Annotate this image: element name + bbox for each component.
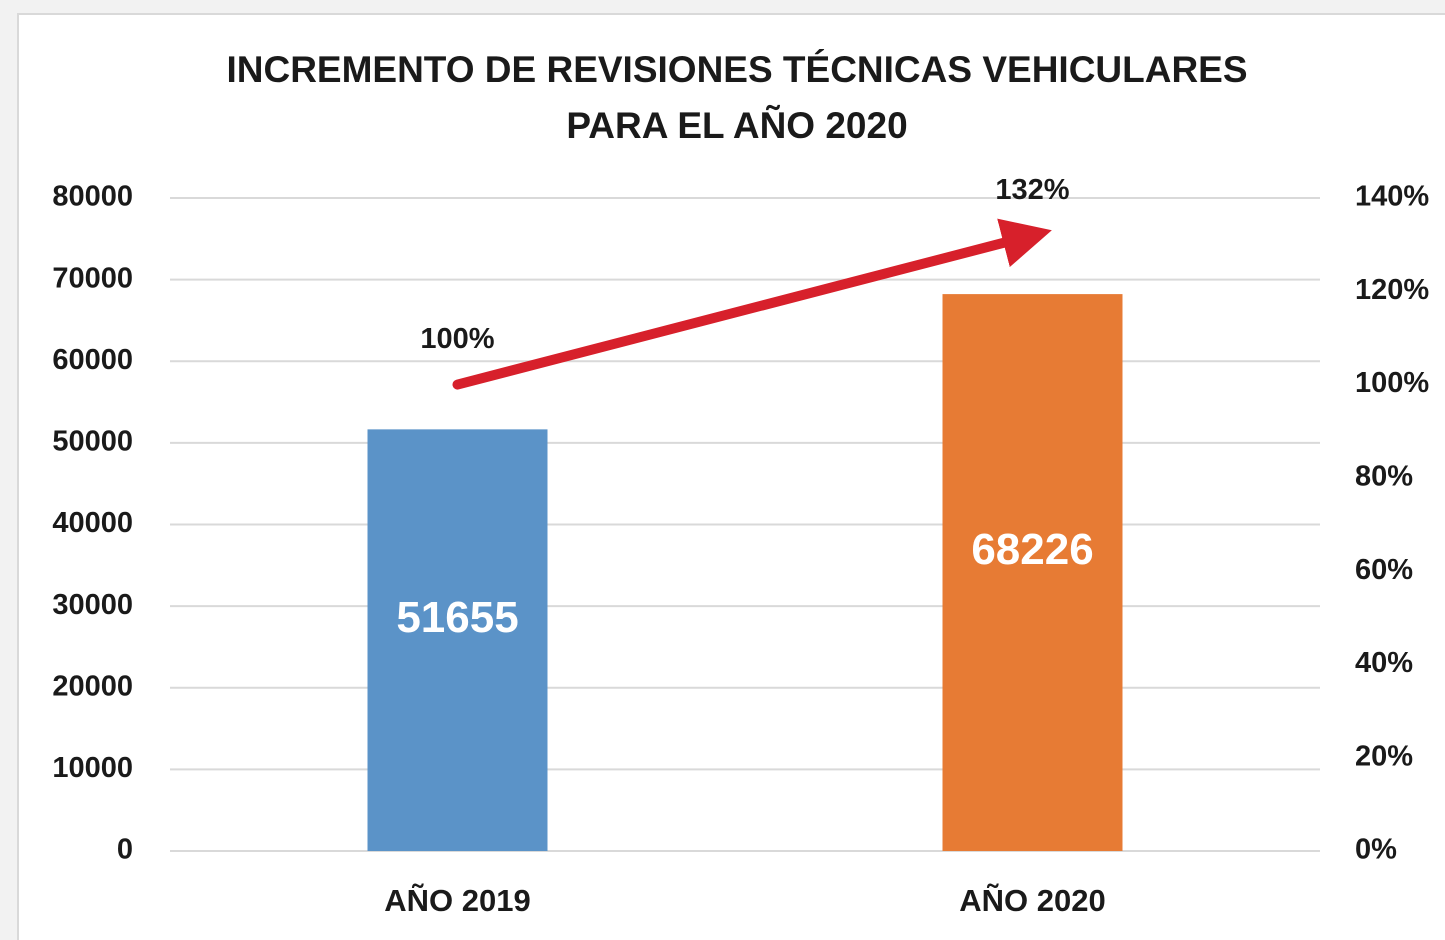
- y-tick-label: 60000: [52, 344, 133, 376]
- y-tick-label: 80000: [52, 181, 133, 213]
- growth-label: 100%: [420, 323, 494, 355]
- y-tick-label: 70000: [52, 262, 133, 294]
- y2-tick-label: 40%: [1355, 647, 1413, 679]
- y-tick-label: 40000: [52, 507, 133, 539]
- y-tick-label: 20000: [52, 670, 133, 702]
- bar: [367, 429, 548, 851]
- y2-tick-label: 20%: [1355, 740, 1413, 772]
- chart-title: INCREMENTO DE REVISIONES TÉCNICAS VEHICU…: [226, 49, 1247, 90]
- bar: [942, 294, 1123, 851]
- y2-tick-label: 60%: [1355, 554, 1413, 586]
- y2-tick-label: 100%: [1355, 367, 1429, 399]
- y-tick-label: 50000: [52, 426, 133, 458]
- x-tick-label: AÑO 2019: [384, 883, 530, 918]
- y-tick-label: 10000: [52, 752, 133, 784]
- y2-tick-label: 120%: [1355, 274, 1429, 306]
- value-label: 68226: [971, 525, 1093, 574]
- chart-title: PARA EL AÑO 2020: [566, 104, 907, 146]
- y-tick-label: 0: [117, 834, 133, 866]
- y-tick-label: 30000: [52, 589, 133, 621]
- growth-arrow: [452, 218, 1052, 390]
- y2-tick-label: 140%: [1355, 181, 1429, 213]
- chart-frame: [17, 13, 1445, 940]
- y2-tick-label: 0%: [1355, 834, 1397, 866]
- x-tick-label: AÑO 2020: [959, 883, 1105, 918]
- growth-label: 132%: [995, 174, 1069, 206]
- value-label: 51655: [396, 593, 518, 642]
- y2-tick-label: 80%: [1355, 461, 1413, 493]
